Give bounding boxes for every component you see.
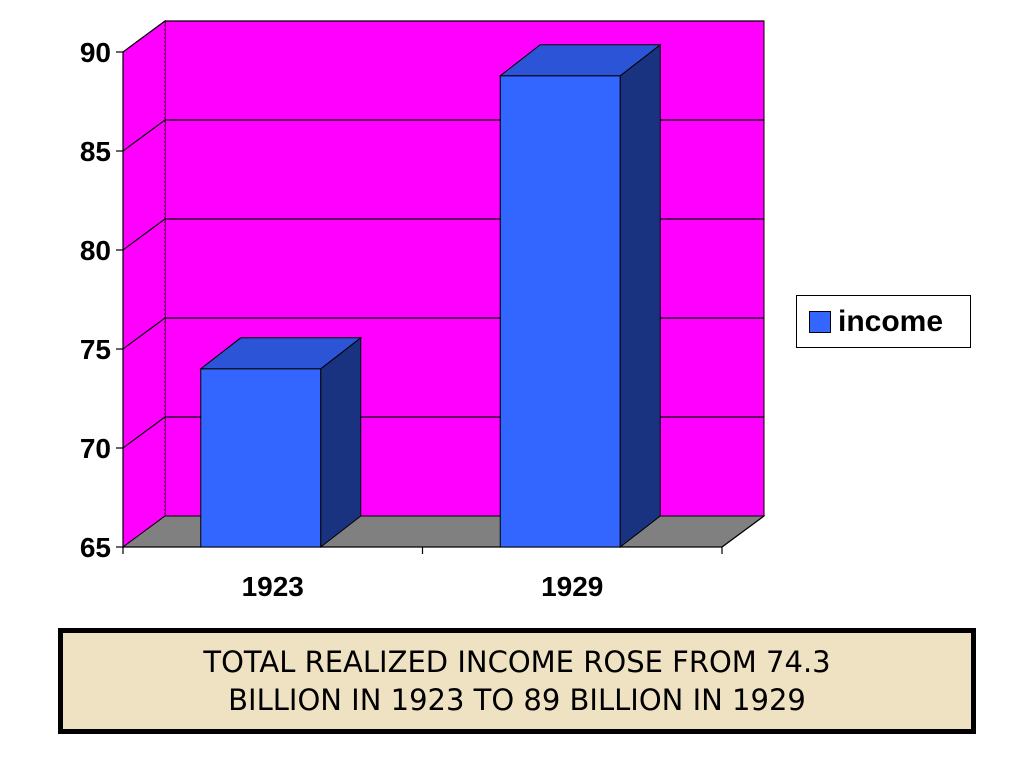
- y-tick-label-75: 75: [80, 334, 111, 365]
- caption-text: TOTAL REALIZED INCOME ROSE FROM 74.3 BIL…: [203, 645, 831, 717]
- caption-box: TOTAL REALIZED INCOME ROSE FROM 74.3 BIL…: [58, 628, 976, 734]
- gridline-90: [122, 20, 764, 53]
- legend-label-income: income: [838, 304, 944, 338]
- chart-legend: income: [796, 295, 971, 348]
- y-tick-label-90: 90: [80, 37, 111, 68]
- y-tick-label-70: 70: [80, 433, 111, 464]
- floor-edge-right: [721, 515, 765, 548]
- bar-front-1923: [200, 368, 322, 548]
- y-tick-label-85: 85: [80, 136, 111, 167]
- bar-top-1929: [498, 44, 662, 77]
- bar-top-1923: [199, 337, 363, 370]
- x-tick-label-1923: 1923: [242, 571, 304, 602]
- y-tick-label-65: 65: [80, 532, 111, 563]
- income-bar-chart: 65 70 75 80 85 90 1923 1929: [80, 20, 766, 602]
- x-tick-label-1929: 1929: [541, 571, 603, 602]
- bar-front-1929: [499, 75, 621, 548]
- bar-1929: [498, 43, 662, 549]
- bar-side-1929: [619, 43, 661, 549]
- legend-swatch-income: [809, 310, 831, 333]
- y-tick-label-80: 80: [80, 235, 111, 266]
- y-axis-ticks: 65 70 75 80 85 90: [80, 37, 123, 563]
- side-wall: [122, 20, 166, 548]
- bar-1923: [199, 336, 363, 549]
- x-axis-ticks: 1923 1929: [122, 515, 765, 602]
- chart-bars: [199, 43, 662, 549]
- bar-side-1923: [320, 336, 362, 549]
